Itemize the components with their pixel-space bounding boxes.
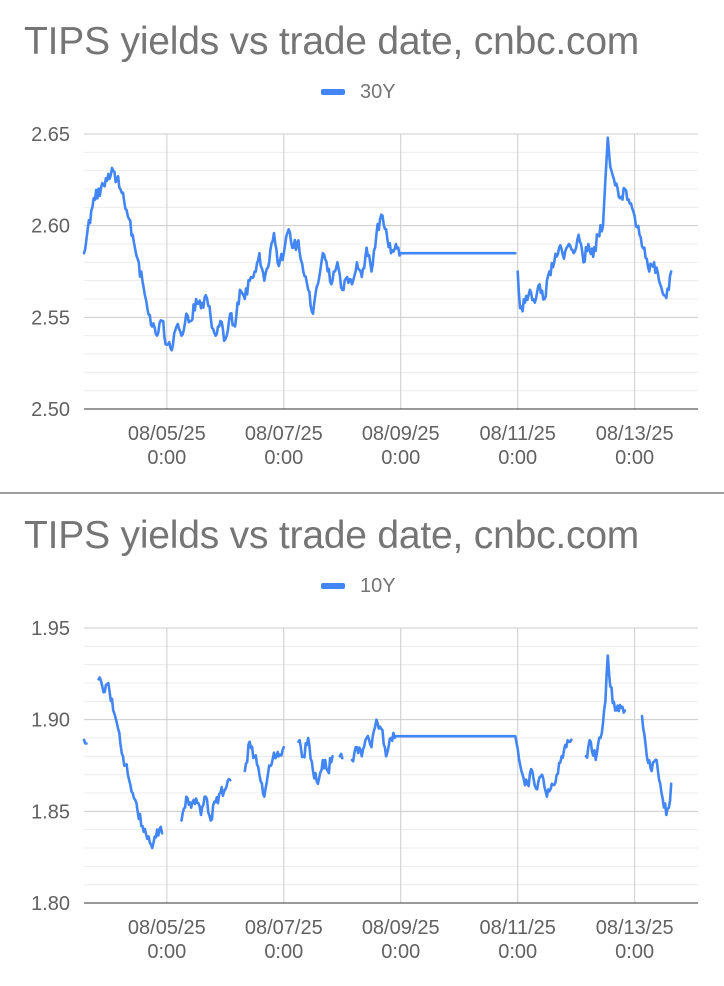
y-tick-label: 1.85 (31, 801, 70, 823)
chart-panel-30y: TIPS yields vs trade date, cnbc.com 30Y … (0, 0, 724, 492)
y-tick-label: 1.80 (31, 893, 70, 915)
x-tick-date: 08/09/25 (362, 423, 440, 445)
chart-plot-10y[interactable]: 1.951.901.851.8008/05/250:0008/07/250:00… (0, 494, 724, 986)
x-tick-date: 08/07/25 (245, 917, 323, 939)
y-tick-label: 2.60 (31, 216, 70, 238)
x-tick-time: 0:00 (498, 447, 537, 469)
series-line-segment[interactable] (338, 752, 344, 760)
legend[interactable]: 30Y (0, 80, 724, 104)
x-tick-date: 08/07/25 (245, 423, 323, 445)
x-tick-time: 0:00 (264, 447, 303, 469)
legend-label-10y: 10Y (360, 575, 396, 597)
x-tick-date: 08/13/25 (596, 917, 674, 939)
y-tick-label: 1.90 (31, 710, 70, 732)
series-line-segment[interactable] (243, 740, 286, 798)
x-tick-date: 08/05/25 (128, 423, 206, 445)
x-tick-date: 08/13/25 (596, 423, 674, 445)
chart-panel-10y: TIPS yields vs trade date, cnbc.com 10Y … (0, 494, 724, 986)
x-tick-time: 0:00 (264, 941, 303, 963)
x-tick-date: 08/05/25 (128, 917, 206, 939)
x-tick-time: 0:00 (615, 941, 654, 963)
panel-divider (0, 492, 724, 494)
x-tick-date: 08/11/25 (480, 917, 556, 939)
chart-title: TIPS yields vs trade date, cnbc.com (24, 514, 640, 557)
x-tick-time: 0:00 (498, 941, 537, 963)
series-line-segment[interactable] (180, 777, 232, 822)
series-line-segment[interactable] (350, 718, 573, 798)
y-tick-label: 2.50 (31, 399, 70, 421)
x-tick-date: 08/11/25 (480, 423, 556, 445)
series-line-segment[interactable] (82, 166, 517, 352)
x-tick-time: 0:00 (147, 941, 186, 963)
series-line-segment[interactable] (82, 738, 88, 745)
series-line-segment[interactable] (584, 654, 627, 762)
chart-plot-30y[interactable]: 2.652.602.552.5008/05/250:0008/07/250:00… (0, 0, 724, 492)
series-line-segment[interactable] (516, 136, 673, 313)
y-tick-label: 2.55 (31, 307, 70, 329)
legend[interactable]: 10Y (0, 574, 724, 598)
legend-label-30y: 30Y (360, 81, 396, 103)
chart-title: TIPS yields vs trade date, cnbc.com (24, 20, 640, 63)
x-tick-time: 0:00 (381, 941, 420, 963)
y-tick-label: 2.65 (31, 124, 70, 146)
series-line-segment[interactable] (640, 714, 673, 817)
x-tick-time: 0:00 (381, 447, 420, 469)
series-line-segment[interactable] (297, 736, 334, 786)
x-tick-time: 0:00 (147, 447, 186, 469)
x-tick-time: 0:00 (615, 447, 654, 469)
x-tick-date: 08/09/25 (362, 917, 440, 939)
legend-swatch-30y (321, 89, 345, 95)
y-tick-label: 1.95 (31, 618, 70, 640)
legend-swatch-10y (321, 583, 345, 589)
series-line-segment[interactable] (97, 676, 164, 850)
